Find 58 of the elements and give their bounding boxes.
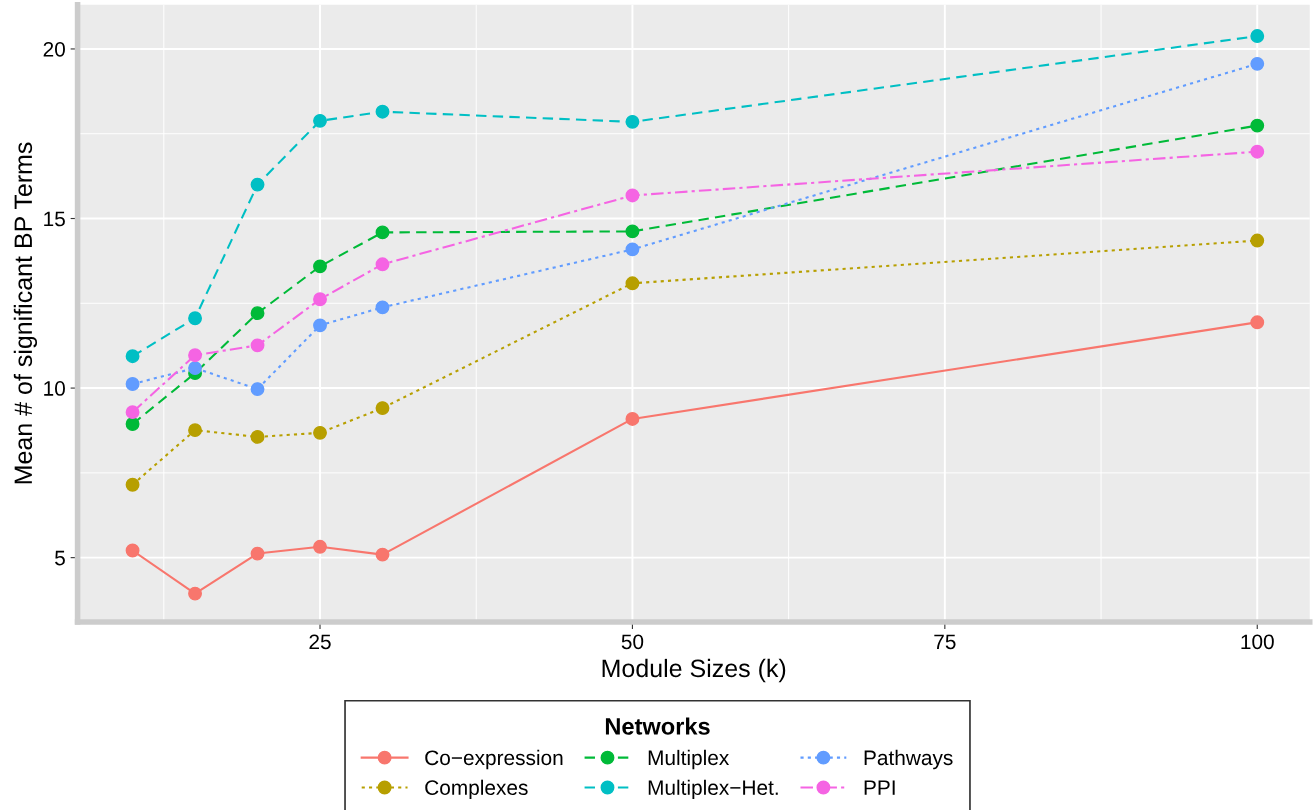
point	[188, 423, 202, 438]
point	[625, 411, 640, 426]
point	[188, 311, 202, 326]
legend-label: Multiplex−Het.	[648, 779, 778, 800]
point	[250, 546, 265, 561]
point	[250, 306, 265, 321]
point	[125, 377, 140, 391]
point	[188, 586, 202, 601]
legend-label: PPI	[864, 780, 895, 795]
point	[313, 539, 327, 554]
point	[375, 257, 390, 272]
x-tick-label: 75	[934, 634, 956, 650]
point	[625, 242, 640, 257]
point	[125, 477, 140, 492]
y-tick-label: 10	[44, 381, 65, 396]
point	[313, 259, 327, 274]
point	[1250, 56, 1265, 71]
y-tick-label: 15	[44, 211, 65, 227]
point	[625, 114, 640, 129]
y-tick-label: 20	[43, 41, 65, 57]
point	[125, 417, 140, 431]
point	[625, 276, 640, 291]
point	[375, 225, 390, 240]
point	[375, 300, 390, 315]
point	[188, 348, 202, 363]
point	[1250, 144, 1265, 159]
point	[1250, 233, 1265, 248]
point	[250, 177, 265, 192]
legend-title: Networks	[605, 717, 710, 735]
y-axis-title: Mean # of significant BP Terms	[13, 142, 38, 484]
point	[250, 382, 265, 397]
point	[1250, 315, 1265, 330]
point	[250, 338, 265, 353]
point	[313, 113, 327, 128]
point	[250, 429, 265, 444]
point	[1250, 118, 1265, 133]
point	[125, 349, 140, 364]
point	[625, 188, 640, 203]
point	[375, 401, 390, 416]
legend-label: Co−expression	[425, 749, 563, 770]
point	[313, 292, 327, 307]
x-axis-title: Module Sizes (k)	[602, 658, 786, 683]
point	[125, 543, 140, 558]
x-tick-label: 100	[1241, 634, 1274, 650]
x-tick-label: 25	[309, 634, 331, 650]
x-tick-label: 50	[621, 634, 644, 650]
y-tick-label: 5	[55, 550, 65, 566]
point	[313, 318, 327, 333]
point	[313, 425, 327, 440]
point	[375, 104, 390, 119]
legend-label: Complexes	[425, 779, 528, 800]
legend-label: Multiplex	[648, 749, 730, 770]
point	[125, 405, 140, 420]
point	[188, 361, 202, 376]
point	[1250, 29, 1265, 44]
point	[375, 547, 390, 562]
point	[625, 224, 640, 239]
legend-label: Pathways	[864, 749, 953, 770]
